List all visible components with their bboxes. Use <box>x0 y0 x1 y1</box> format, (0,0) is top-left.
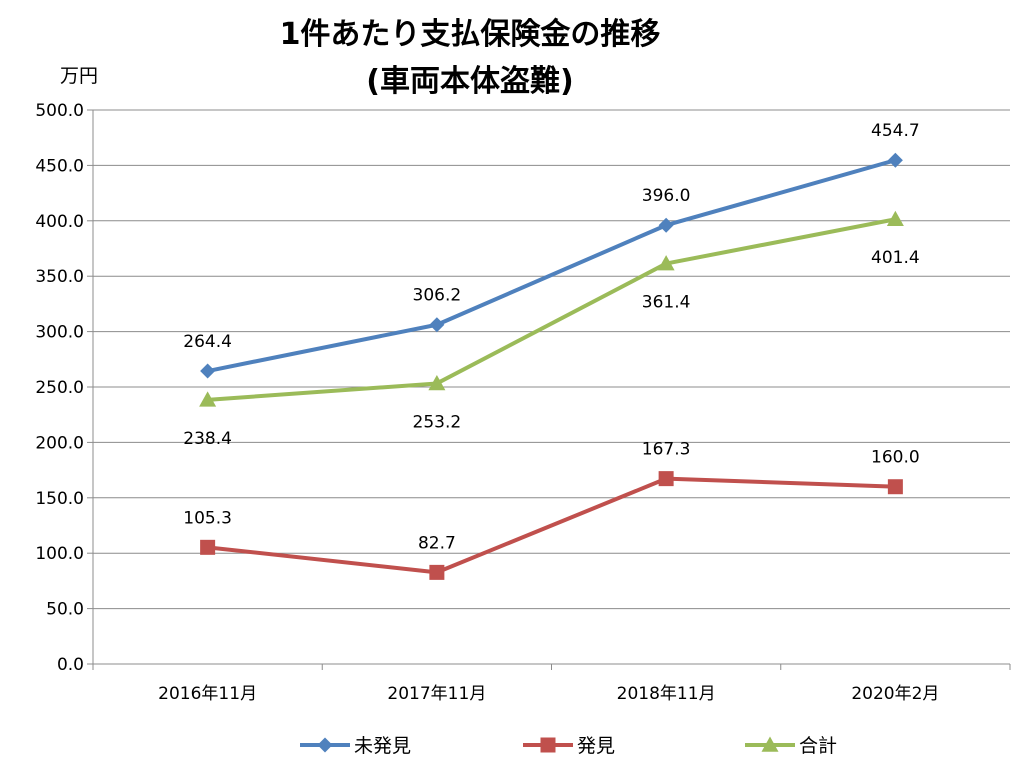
x-tick-label: 2016年11月 <box>158 684 257 704</box>
legend-entry-1: 未発見 <box>300 735 411 757</box>
data-point-marker <box>428 374 446 391</box>
y-tick-label: 450.0 <box>35 156 84 176</box>
y-tick-label: 100.0 <box>35 544 84 564</box>
data-point-marker <box>887 479 903 495</box>
chart-title-line-1: 1件あたり支払保険金の推移 <box>280 17 661 52</box>
data-point-marker <box>199 391 217 407</box>
y-tick-label: 500.0 <box>35 101 84 121</box>
legend-label: 合計 <box>799 735 837 757</box>
series-1 <box>200 152 903 379</box>
y-tick-label: 150.0 <box>35 489 84 509</box>
y-tick-label: 400.0 <box>35 212 84 232</box>
legend-marker-swatch <box>761 736 779 752</box>
legend-label: 未発見 <box>354 735 411 757</box>
data-point-marker <box>658 217 674 233</box>
data-point-marker <box>658 471 674 487</box>
data-label: 306.2 <box>413 286 462 306</box>
data-label: 454.7 <box>871 121 920 141</box>
legend-entry-2: 発見 <box>523 735 615 757</box>
x-tick-label: 2017年11月 <box>387 684 486 704</box>
data-label: 82.7 <box>418 533 456 553</box>
data-point-marker <box>887 152 903 168</box>
y-tick-label: 0.0 <box>57 655 84 675</box>
y-axis-tick-labels: 0.0 50.0 100.0 150.0 200.0 250.0 300.0 350.0 400… <box>35 101 84 675</box>
grid-lines <box>93 109 1010 665</box>
series-3 <box>199 210 904 407</box>
data-label: 160.0 <box>871 448 920 468</box>
series-line <box>205 158 898 374</box>
y-axis-unit-label: 万円 <box>60 65 98 87</box>
data-label: 264.4 <box>183 332 232 352</box>
data-point-marker <box>429 317 445 333</box>
y-tick-label: 350.0 <box>35 267 84 287</box>
data-labels: 264.4 306.2 396.0 454.7 105.3 82.7 167.3 160.0 2… <box>183 121 919 553</box>
legend-marker-swatch <box>540 737 556 753</box>
axes <box>87 109 1011 670</box>
series-lines <box>199 152 904 580</box>
chart-title-line-2: (車両本体盗難) <box>366 64 573 99</box>
data-label: 167.3 <box>642 440 691 460</box>
x-tick-label: 2020年2月 <box>851 684 939 704</box>
data-point-marker <box>200 539 216 555</box>
y-tick-label: 200.0 <box>35 433 84 453</box>
data-label: 253.2 <box>413 412 462 432</box>
data-label: 401.4 <box>871 248 920 268</box>
legend-entry-3: 合計 <box>745 735 837 757</box>
legend-marker-swatch <box>317 737 333 753</box>
data-point-marker <box>886 210 904 227</box>
chart-title: 1件あたり支払保険金の推移 (車両本体盗難) <box>280 17 661 99</box>
data-point-marker <box>429 564 445 580</box>
legend: 未発見 発見 合計 <box>300 735 837 757</box>
y-tick-label: 50.0 <box>46 600 84 620</box>
data-label: 396.0 <box>642 186 691 206</box>
x-tick-label: 2018年11月 <box>617 684 716 704</box>
data-label: 238.4 <box>183 429 232 449</box>
x-axis-tick-labels: 2016年11月 2017年11月 2018年11月 2020年2月 <box>158 684 939 704</box>
y-tick-label: 300.0 <box>35 323 84 343</box>
data-point-marker <box>200 363 216 379</box>
legend-label: 発見 <box>577 735 615 757</box>
data-label: 105.3 <box>183 508 232 528</box>
y-tick-label: 250.0 <box>35 378 84 398</box>
series-line <box>205 476 898 575</box>
data-label: 361.4 <box>642 293 691 313</box>
series-2 <box>200 471 903 580</box>
data-point-marker <box>657 255 675 271</box>
series-line <box>205 217 898 402</box>
